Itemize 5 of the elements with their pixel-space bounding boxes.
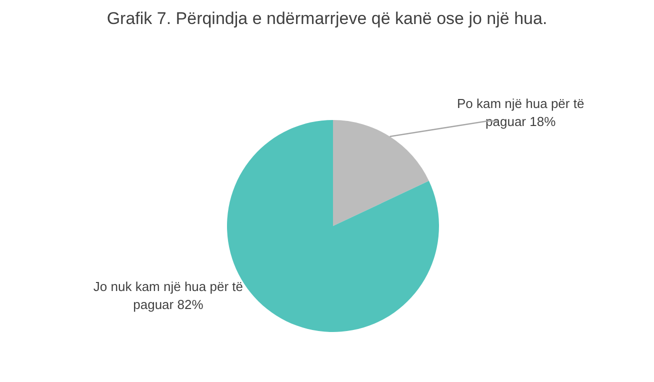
pie-slice bbox=[333, 120, 429, 226]
chart-title: Grafik 7. Përqindja e ndërmarrjeve që kanë ose jo një hua. bbox=[106, 9, 548, 28]
pie-slice bbox=[227, 120, 439, 332]
slice-label: Jo nuk kam një hua për të paguar 82% bbox=[93, 279, 243, 312]
slice-label: Po kam një hua për të paguar 18% bbox=[457, 96, 584, 129]
